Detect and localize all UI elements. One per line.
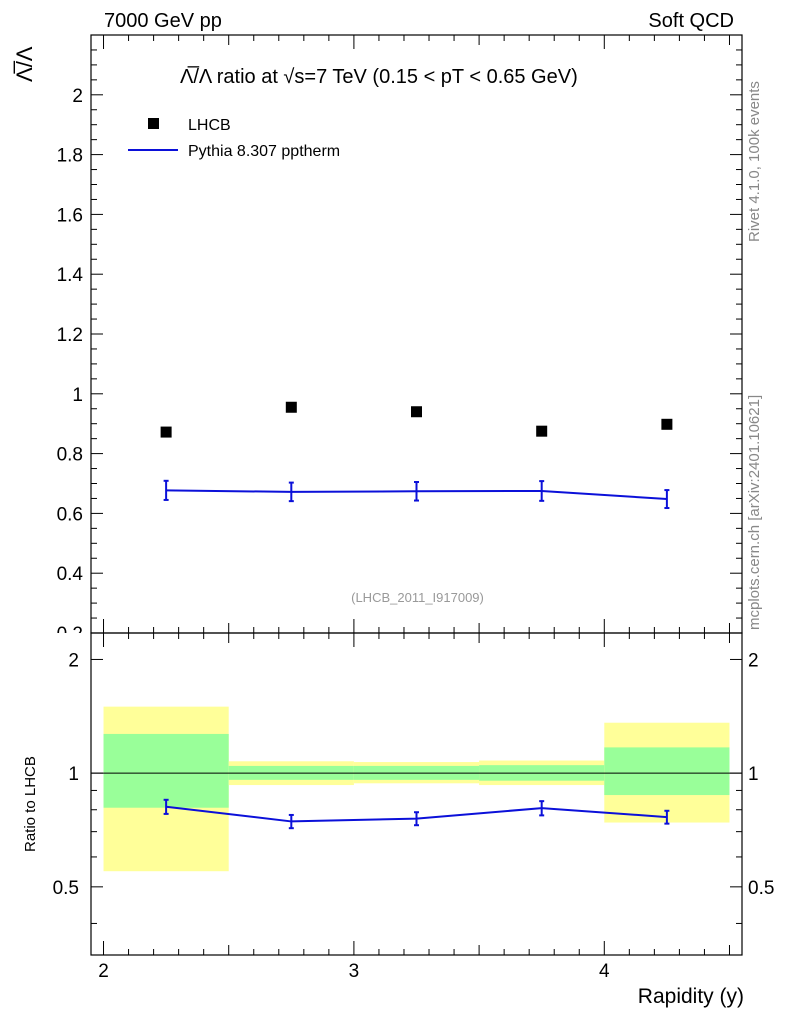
- legend: LHCB Pythia 8.307 pptherm: [128, 117, 340, 160]
- analysis-id: (LHCB_2011_I917009): [351, 590, 484, 605]
- plot-title: Λ̅/Λ ratio at √s=7 TeV (0.15 < pT < 0.65…: [180, 66, 578, 88]
- axis-ticks: [91, 35, 742, 955]
- ratio-bands: [91, 706, 742, 872]
- mcplots-label: mcplots.cern.ch [arXiv:2401.10621]: [746, 394, 763, 630]
- y-tick-label: 0.2: [57, 624, 83, 645]
- rivet-label: Rivet 4.1.0, 100k events: [746, 81, 763, 242]
- y-tick-label: 1.2: [57, 325, 83, 346]
- lhcb-data-point: [411, 406, 422, 418]
- y-axis-label: Λ̅/Λ: [12, 46, 37, 82]
- tick-labels: 0.2 0.4 0.6 0.8 1 1.2 1.4 1.6 1.8 2 0.5 0.5 1 1 2 2 2 3 4: [53, 86, 775, 982]
- y-tick-label: 0.4: [57, 564, 84, 585]
- y-tick-label: 0.6: [57, 504, 83, 525]
- ratio-band-1sigma: [103, 733, 229, 808]
- y-tick-label: 1.6: [57, 205, 83, 226]
- legend-pythia-label: Pythia 8.307 pptherm: [188, 143, 340, 160]
- x-tick-label: 4: [599, 961, 610, 982]
- ratio-y-tick-label: 1: [68, 764, 79, 785]
- y-tick-label: 0.8: [57, 445, 83, 466]
- ratio-y-tick-label-right: 2: [748, 650, 759, 671]
- lhcb-data-point: [285, 401, 297, 413]
- ratio-y-tick-label-right: 0.5: [748, 878, 774, 899]
- legend-lhcb-marker: [148, 118, 159, 129]
- ratio-y-tick-label-right: 1: [748, 764, 759, 785]
- category-label: Soft QCD: [648, 10, 734, 32]
- ratio-y-tick-label: 0.5: [53, 878, 79, 899]
- ratio-band-1sigma: [604, 747, 730, 796]
- ratio-y-axis-label: Ratio to LHCB: [22, 756, 39, 852]
- ratio-plot-frame: [90, 632, 743, 956]
- y-tick-label: 1.4: [57, 265, 84, 286]
- lhcb-data-point: [536, 425, 548, 437]
- y-tick-label: 1: [72, 385, 83, 406]
- legend-lhcb-label: LHCB: [188, 117, 231, 134]
- lhcb-data-point: [661, 418, 673, 430]
- x-axis-label: Rapidity (y): [637, 985, 744, 1008]
- y-tick-label: 2: [72, 86, 83, 107]
- plot-title-text: Λ̅/Λ ratio at √s=7 TeV (0.15 < pT < 0.65…: [180, 66, 578, 88]
- lhcb-data-point: [160, 426, 172, 438]
- x-tick-label: 2: [98, 961, 109, 982]
- energy-label: 7000 GeV pp: [104, 10, 222, 32]
- ratio-y-tick-label: 2: [68, 650, 79, 671]
- data-marks: [160, 401, 673, 830]
- y-tick-label: 1.8: [57, 146, 83, 167]
- x-tick-label: 3: [349, 961, 360, 982]
